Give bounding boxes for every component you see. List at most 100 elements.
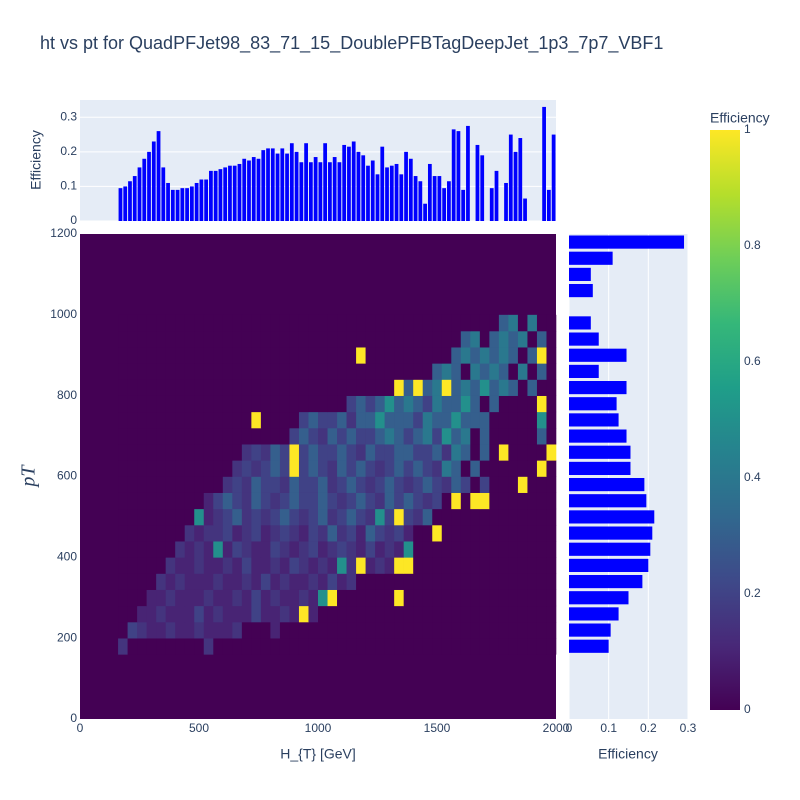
heatmap-cell [175, 379, 186, 396]
heatmap-cell [527, 573, 538, 590]
heatmap-cell [251, 557, 262, 574]
heatmap-cell [222, 331, 233, 348]
heatmap-cell [318, 460, 328, 477]
bar [542, 106, 546, 221]
heatmap-cell [470, 428, 481, 445]
heatmap-cell [346, 428, 357, 445]
x-tick-label: 0.3 [680, 721, 697, 735]
heatmap-cell [337, 541, 347, 558]
heatmap-cell [289, 541, 300, 558]
heatmap-cell [384, 347, 395, 364]
heatmap-cell [260, 508, 271, 526]
heatmap-cell [251, 508, 262, 526]
heatmap-cell [365, 347, 376, 364]
heatmap-cell [365, 541, 376, 558]
heatmap-cell [194, 395, 205, 413]
heatmap-cell [156, 363, 166, 380]
heatmap-cell [203, 605, 214, 623]
heatmap-cell [460, 508, 471, 526]
heatmap-cell [222, 476, 233, 493]
heatmap-cell [403, 508, 414, 526]
heatmap-cell [441, 331, 452, 348]
heatmap-cell [241, 622, 252, 639]
heatmap-cell [375, 622, 385, 639]
heatmap-cell [175, 622, 186, 639]
heatmap-cell [289, 428, 300, 445]
heatmap-cell [375, 379, 385, 396]
heatmap-cell [260, 331, 271, 348]
heatmap-cell [470, 573, 481, 590]
heatmap-cell [546, 638, 557, 655]
heatmap-cell [432, 363, 443, 380]
heatmap-cell [394, 589, 404, 607]
heatmap-cell [356, 411, 366, 429]
heatmap-cell [403, 331, 414, 348]
y-tick-label: 0.2 [60, 144, 77, 158]
heatmap-cell [413, 379, 424, 396]
heatmap-cell [146, 605, 157, 623]
heatmap-cell [279, 428, 290, 445]
heatmap-cell [498, 476, 509, 493]
bar [156, 131, 161, 221]
bar [569, 429, 627, 443]
heatmap-cell [184, 428, 195, 445]
heatmap-cell [489, 638, 500, 655]
heatmap-cell [451, 460, 462, 477]
heatmap-cell [508, 314, 519, 332]
heatmap-cell [413, 589, 424, 607]
bar [266, 148, 270, 221]
heatmap-cell [213, 314, 224, 332]
heatmap-cell [222, 363, 233, 380]
x-tick-label: 500 [189, 721, 209, 735]
heatmap-cell [337, 605, 347, 623]
heatmap-cell [441, 573, 452, 590]
heatmap-cell [241, 444, 252, 461]
bar [328, 162, 332, 221]
heatmap-cell [460, 379, 471, 396]
y-tick-label: 200 [57, 630, 77, 644]
heatmap-cell [451, 508, 462, 526]
bar [185, 188, 189, 221]
heatmap-cell [536, 638, 547, 655]
heatmap-cell [479, 314, 490, 332]
heatmap-cell [184, 573, 195, 590]
bar [569, 316, 591, 330]
heatmap-cell [308, 605, 319, 623]
heatmap-cell [137, 395, 147, 413]
heatmap-cell [203, 541, 214, 558]
heatmap-cell [251, 411, 262, 429]
heatmap-cell [222, 428, 233, 445]
heatmap-cell [460, 428, 471, 445]
bar [347, 146, 351, 221]
heatmap-cell [270, 638, 281, 655]
heatmap-cell [222, 573, 233, 590]
heatmap-cell [118, 589, 128, 607]
heatmap-cell [413, 492, 424, 510]
heatmap-cell [432, 379, 443, 396]
heatmap-cell [298, 508, 309, 526]
heatmap-cell [489, 605, 500, 623]
heatmap-cell [213, 541, 224, 558]
heatmap-cell [527, 557, 538, 574]
heatmap-cell [127, 395, 138, 413]
heatmap-cell [517, 460, 528, 477]
heatmap-cell [241, 557, 252, 574]
heatmap-cell [365, 508, 376, 526]
heatmap-cell [270, 541, 281, 558]
heatmap-cell [489, 541, 500, 558]
heatmap-cell [137, 605, 147, 623]
heatmap-cell [337, 444, 347, 461]
bar [569, 364, 599, 378]
heatmap-cell [479, 492, 490, 510]
heatmap-cell [441, 363, 452, 380]
heatmap-cell [165, 411, 176, 429]
heatmap-cell [441, 444, 452, 461]
heatmap-cell [175, 541, 186, 558]
heatmap-cell [156, 508, 166, 526]
heatmap-cell [460, 460, 471, 477]
heatmap-cell [479, 460, 490, 477]
heatmap-cell [432, 541, 443, 558]
bar [151, 141, 156, 221]
heatmap-cell [118, 508, 128, 526]
heatmap-cell [203, 557, 214, 574]
